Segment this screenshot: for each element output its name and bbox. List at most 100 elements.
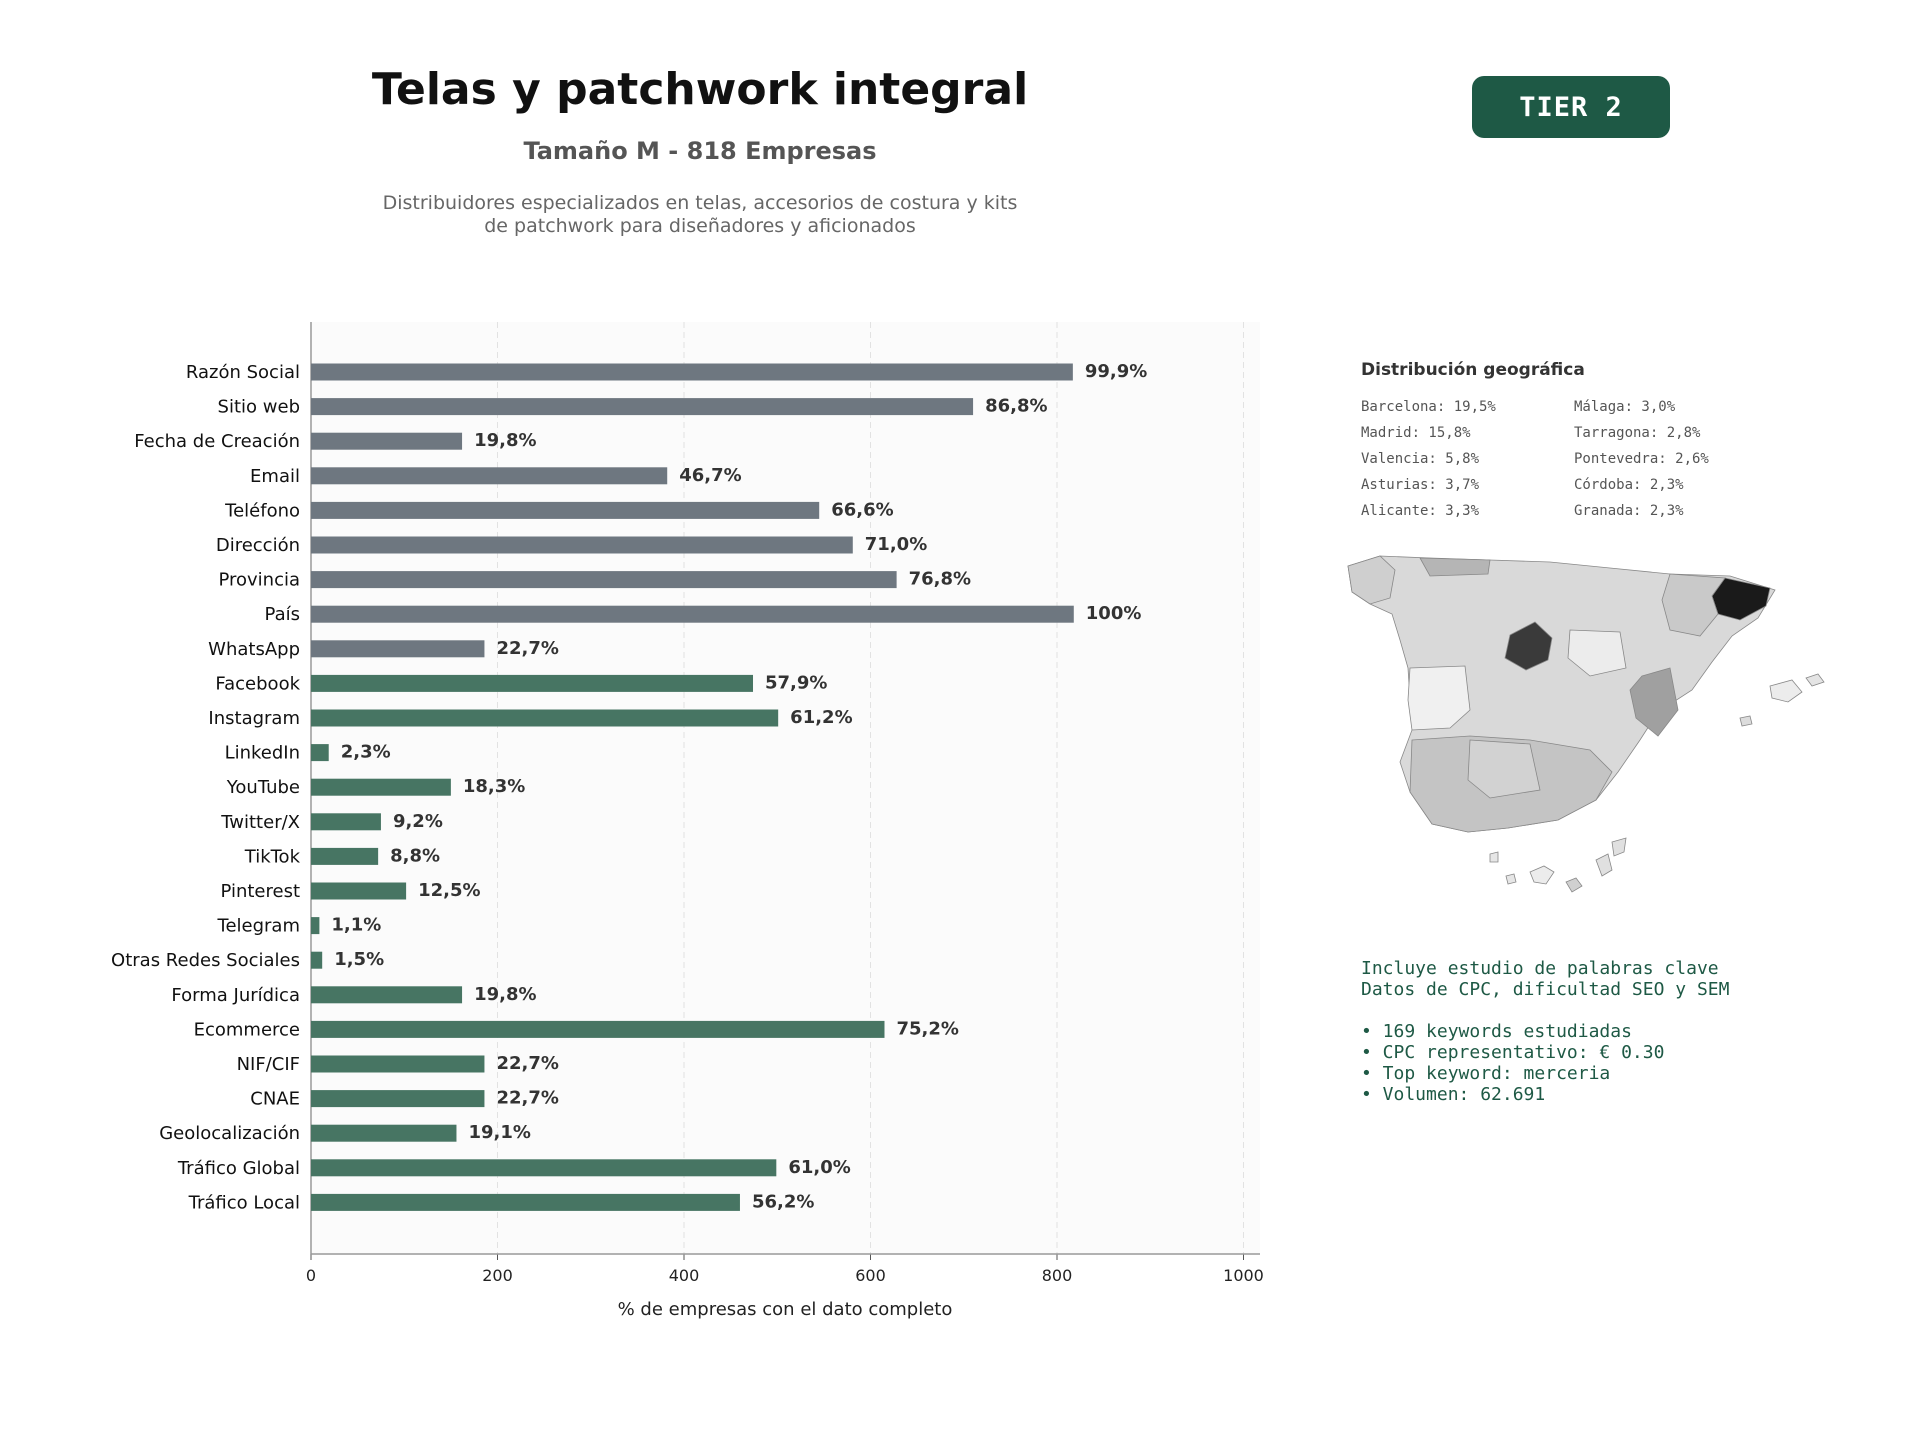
spain-map-graphic [1347,555,1825,893]
data-label: 76,8% [909,569,971,590]
data-label: 1,1% [331,915,381,936]
data-label: 18,3% [463,776,525,797]
category-label: LinkedIn [225,743,300,764]
bar [311,571,897,589]
category-label: País [265,604,300,625]
geo-item: Pontevedra: 2,6% [1574,451,1709,467]
x-axis-label: % de empresas con el dato completo [618,1299,953,1320]
category-label: CNAE [250,1089,300,1110]
bar [311,986,463,1004]
map-madrid [1504,621,1553,671]
map-canary [1611,837,1627,857]
geo-item: Valencia: 5,8% [1361,451,1480,467]
seo-line: Incluye estudio de palabras clave [1361,958,1719,979]
data-label: 19,8% [474,430,536,451]
map-balearic [1739,715,1753,727]
category-label: Provincia [218,570,300,591]
category-label: Twitter/X [220,812,300,833]
data-label: 19,8% [474,984,536,1005]
geo-item: Madrid: 15,8% [1361,425,1471,441]
category-label: NIF/CIF [237,1054,300,1075]
geo-title: Distribución geográfica [1361,360,1585,380]
category-label: Ecommerce [194,1019,300,1040]
geo-item: Córdoba: 2,3% [1574,477,1684,493]
seo-bullet: • 169 keywords estudiadas [1361,1021,1632,1042]
data-label: 22,7% [496,1053,558,1074]
data-label: 61,0% [788,1157,850,1178]
category-label: Geolocalización [159,1123,300,1144]
x-tick-label: 400 [669,1266,700,1285]
plot-area [311,322,1260,1254]
bar [311,1020,885,1038]
tier-badge: TIER 2 [1472,76,1670,138]
x-tick-label: 200 [482,1266,513,1285]
data-label: 9,2% [393,811,443,832]
bar [311,467,668,485]
geo-distribution-list: Barcelona: 19,5% Málaga: 3,0% Madrid: 15… [1361,398,1781,520]
category-label: Pinterest [220,881,300,902]
map-canary [1529,865,1555,885]
category-label: Dirección [216,535,300,556]
bar [311,640,485,658]
map-canary [1489,851,1499,863]
bar [311,605,1074,623]
bar [311,951,323,969]
data-label: 8,8% [390,845,440,866]
bar [311,1055,485,1073]
data-label: 19,1% [468,1122,530,1143]
bar [311,882,407,900]
x-tick-label: 0 [306,1266,316,1285]
map-canary [1595,853,1613,877]
geo-item: Granada: 2,3% [1574,503,1684,519]
bar [311,536,853,554]
category-label: Razón Social [186,362,300,383]
category-label: Facebook [215,673,300,694]
map-canary [1505,873,1517,885]
category-label: Otras Redes Sociales [111,950,300,971]
data-label: 71,0% [865,534,927,555]
data-label: 56,2% [752,1191,814,1212]
bar [311,432,463,450]
bar [311,778,451,796]
category-label: Fecha de Creación [134,431,300,452]
map-canary [1565,877,1583,893]
geo-item: Barcelona: 19,5% [1361,399,1496,415]
category-label: Forma Jurídica [171,985,300,1006]
description-line: de patchwork para diseñadores y aficiona… [484,215,916,237]
data-label: 22,7% [496,1088,558,1109]
description-line: Distribuidores especializados en telas, … [382,192,1018,214]
seo-bullet: • Top keyword: merceria [1361,1063,1611,1084]
map-region [1419,557,1491,577]
bar [311,1090,485,1108]
x-tick-label: 600 [855,1266,886,1285]
page-title: Telas y patchwork integral [371,64,1029,115]
bar [311,398,974,416]
data-label: 46,7% [679,465,741,486]
geo-item: Málaga: 3,0% [1574,399,1676,415]
bar [311,709,779,727]
data-label: 1,5% [334,949,384,970]
category-label: TikTok [244,846,301,867]
category-label: YouTube [226,777,300,798]
category-label: Instagram [208,708,300,729]
geo-item: Tarragona: 2,8% [1574,425,1701,441]
bar [311,813,381,831]
x-tick-label: 800 [1042,1266,1073,1285]
map-region [1467,739,1541,799]
data-label: 99,9% [1085,361,1147,382]
x-tick-label: 1000 [1223,1266,1264,1285]
map-region [1407,665,1471,731]
geo-item: Asturias: 3,7% [1361,477,1480,493]
category-label: Teléfono [224,500,300,521]
seo-line: Datos de CPC, dificultad SEO y SEM [1361,979,1730,1000]
data-label: 100% [1086,603,1142,624]
bar [311,363,1073,381]
completeness-bar-chart: 0 200 400 600 800 1000 % de empresas con el da… [111,322,1264,1320]
map-balearic [1805,673,1825,687]
map-region [1567,629,1627,677]
seo-bullet: • CPC representativo: € 0.30 [1361,1042,1665,1063]
page-subtitle: Tamaño M - 818 Empresas [523,137,877,165]
data-label: 61,2% [790,707,852,728]
bar [311,917,320,935]
bar [311,1124,457,1142]
